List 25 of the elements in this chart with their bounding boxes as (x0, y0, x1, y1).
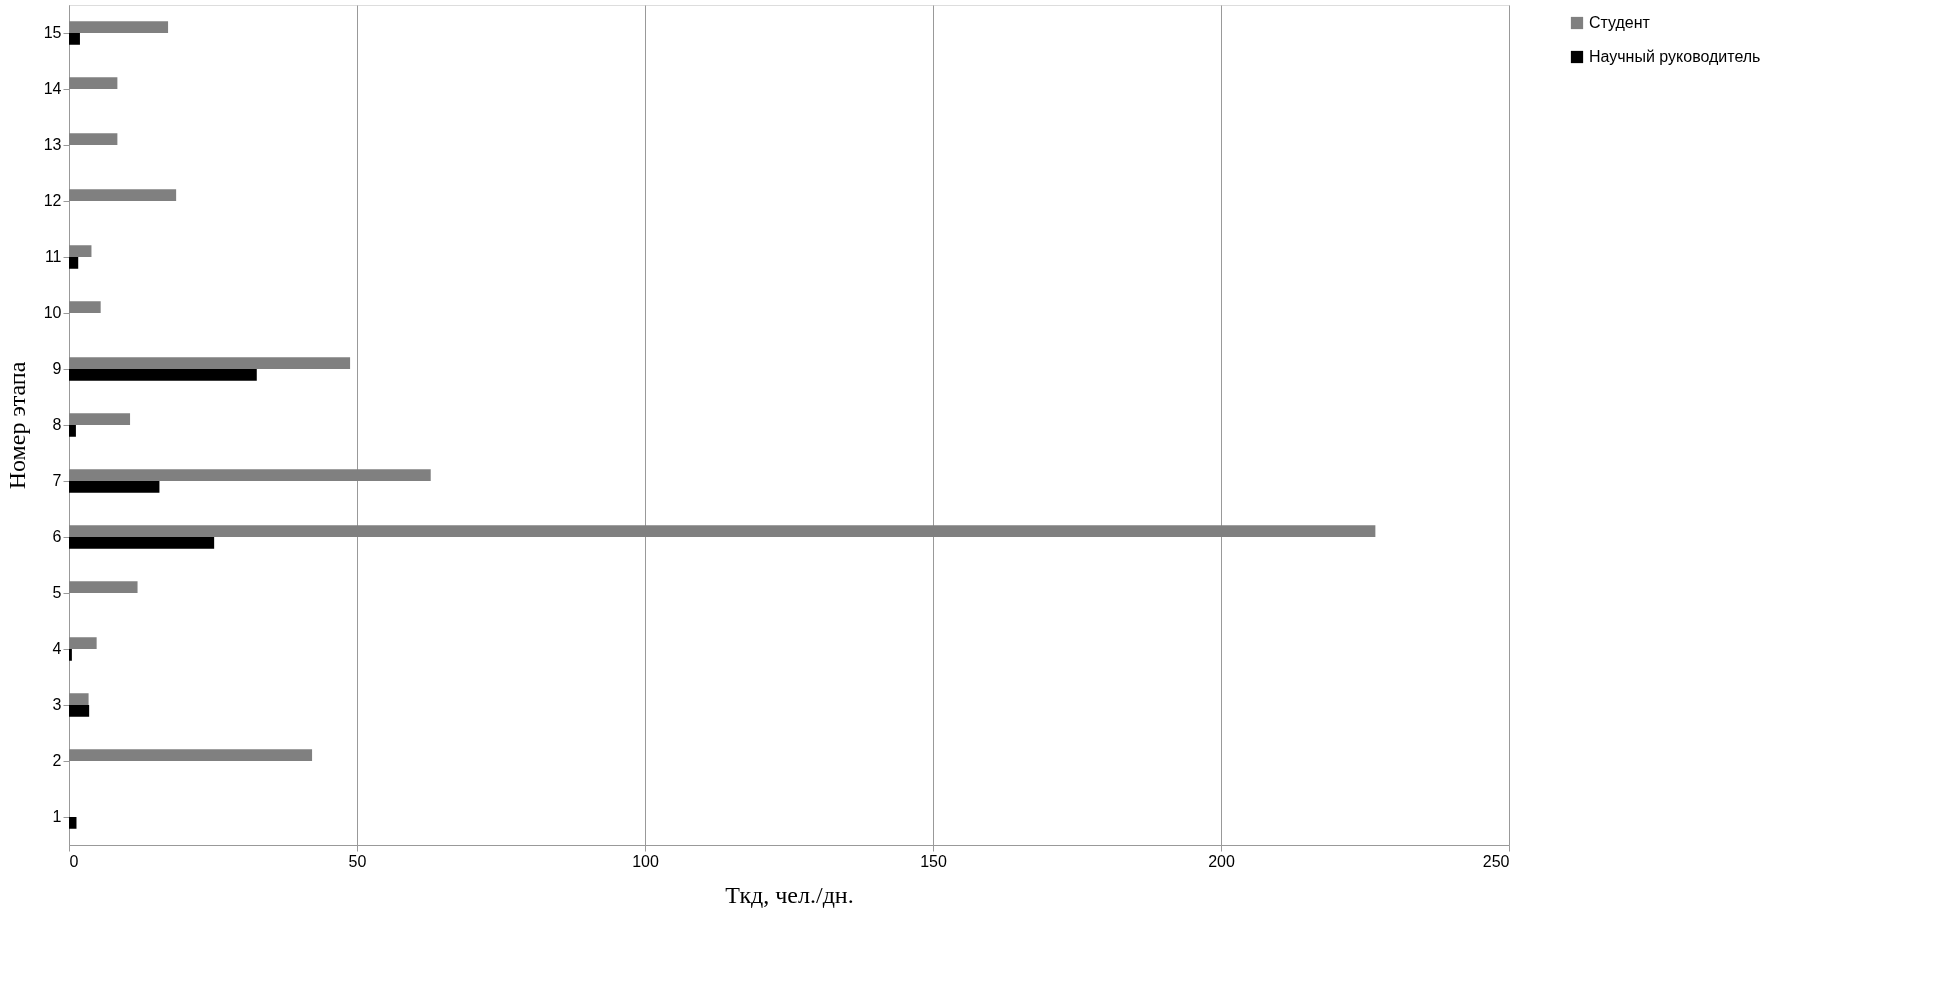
y-tick-label: 5 (52, 584, 62, 601)
y-tick-label: 12 (43, 192, 62, 209)
legend-label: Студент (1589, 14, 1651, 31)
x-tick-label: 200 (1208, 852, 1235, 870)
x-tick-label: 50 (348, 852, 367, 870)
y-tick-label: 9 (52, 360, 62, 377)
y-tick-label: 1 (52, 808, 62, 825)
x-axis-title: Ткд, чел./дн. (725, 881, 854, 908)
y-tick-label: 10 (43, 304, 62, 321)
y-tick-label: 14 (43, 80, 62, 97)
x-tick-label: 250 (1482, 852, 1510, 870)
y-tick-label: 13 (43, 136, 62, 153)
y-tick-label: 7 (52, 472, 62, 489)
y-tick-label: 15 (43, 24, 62, 41)
legend-label: Научный руководитель (1589, 48, 1761, 65)
y-tick-label: 8 (52, 416, 62, 433)
y-tick-label: 2 (52, 752, 62, 769)
x-tick-label: 0 (69, 852, 79, 870)
y-tick-label: 3 (52, 696, 62, 713)
y-tick-label: 6 (52, 528, 62, 545)
y-axis-title: Номер этапа (3, 361, 30, 490)
x-tick-label: 100 (632, 852, 659, 870)
x-tick-label: 150 (920, 852, 947, 870)
y-tick-label: 4 (52, 640, 62, 657)
y-tick-label: 11 (44, 248, 62, 265)
